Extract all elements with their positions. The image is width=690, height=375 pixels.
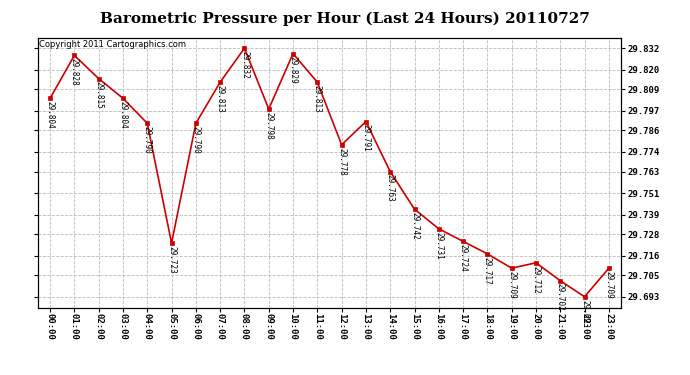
Text: 29.804: 29.804: [46, 101, 55, 129]
Text: 29.804: 29.804: [119, 101, 128, 129]
Text: 29.832: 29.832: [240, 51, 249, 79]
Text: 29.798: 29.798: [264, 112, 273, 140]
Text: 29.791: 29.791: [362, 124, 371, 152]
Text: 29.723: 29.723: [167, 246, 176, 274]
Text: 29.709: 29.709: [507, 271, 516, 299]
Text: 29.712: 29.712: [531, 266, 540, 293]
Text: 29.709: 29.709: [604, 271, 613, 299]
Text: 29.724: 29.724: [459, 244, 468, 272]
Text: 29.790: 29.790: [143, 126, 152, 154]
Text: 29.693: 29.693: [580, 300, 589, 327]
Text: 29.829: 29.829: [288, 56, 297, 84]
Text: 29.813: 29.813: [216, 85, 225, 113]
Text: 29.731: 29.731: [434, 232, 443, 260]
Text: 29.778: 29.778: [337, 148, 346, 176]
Text: 29.763: 29.763: [386, 174, 395, 202]
Text: 29.790: 29.790: [191, 126, 200, 154]
Text: 29.717: 29.717: [483, 256, 492, 284]
Text: 29.742: 29.742: [410, 212, 419, 240]
Text: Barometric Pressure per Hour (Last 24 Hours) 20110727: Barometric Pressure per Hour (Last 24 Ho…: [100, 11, 590, 26]
Text: 29.828: 29.828: [70, 58, 79, 86]
Text: 29.813: 29.813: [313, 85, 322, 113]
Text: Copyright 2011 Cartographics.com: Copyright 2011 Cartographics.com: [39, 40, 186, 49]
Text: 29.815: 29.815: [94, 81, 104, 109]
Text: 29.702: 29.702: [555, 284, 565, 311]
